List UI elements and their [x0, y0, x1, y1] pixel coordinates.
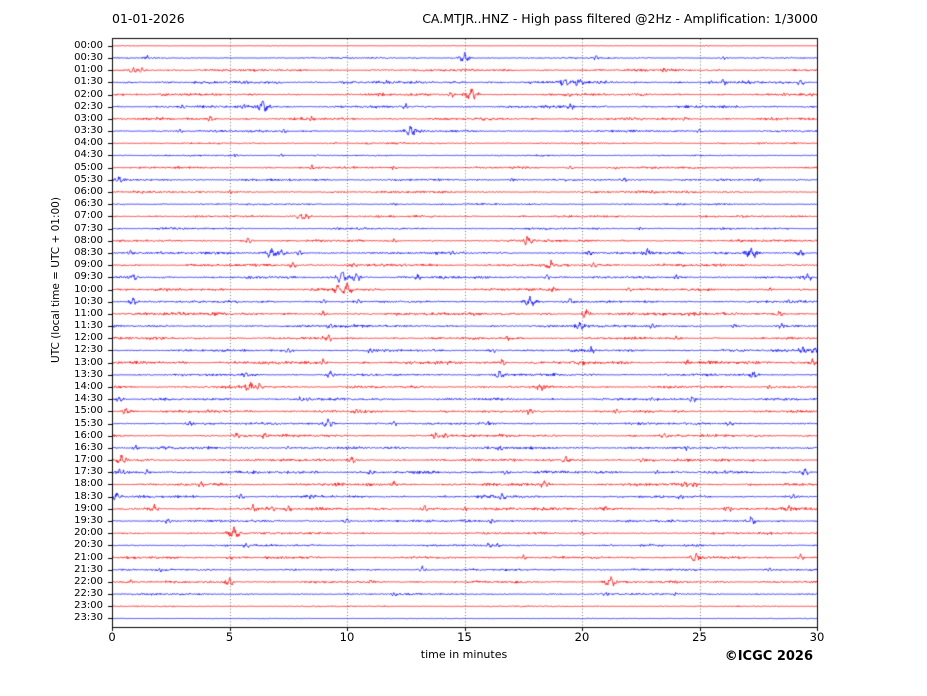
y-tick-label: 11:30 [74, 320, 103, 332]
x-tick-label: 15 [457, 630, 472, 644]
y-tick-label: 10:30 [74, 295, 103, 307]
y-tick-label: 06:30 [74, 198, 103, 210]
y-tick-label: 07:30 [74, 222, 103, 234]
y-tick-label: 03:00 [74, 112, 103, 124]
y-tick-label: 13:30 [74, 368, 103, 380]
y-tick-label: 23:30 [74, 612, 103, 624]
y-tick-label: 08:00 [74, 234, 103, 246]
y-tick-label: 09:30 [74, 271, 103, 283]
y-tick-label: 07:00 [74, 210, 103, 222]
y-tick-label: 23:00 [74, 600, 103, 612]
y-tick-label: 16:30 [74, 441, 103, 453]
y-tick-label: 05:00 [74, 161, 103, 173]
x-tick-label: 25 [692, 630, 707, 644]
y-tick-label: 21:00 [74, 551, 103, 563]
y-tick-label: 02:00 [74, 88, 103, 100]
y-tick-label: 20:30 [74, 539, 103, 551]
y-tick-label: 22:30 [74, 588, 103, 600]
x-tick-label: 10 [339, 630, 355, 644]
x-tick-label: 30 [809, 630, 825, 644]
y-tick-label: 17:00 [74, 454, 103, 466]
y-tick-label: 09:00 [74, 259, 103, 271]
date-label: 01-01-2026 [112, 11, 185, 26]
y-tick-label: 04:30 [74, 149, 103, 161]
y-tick-label: 00:00 [74, 39, 103, 51]
y-tick-label: 00:30 [74, 51, 103, 63]
copyright-label: ©ICGC 2026 [724, 649, 813, 664]
x-tick-label: 5 [225, 630, 234, 644]
y-tick-label: 13:00 [74, 356, 103, 368]
x-tick-label: 0 [108, 630, 116, 644]
y-tick-label: 22:00 [74, 575, 103, 587]
y-tick-label: 14:00 [74, 380, 103, 392]
y-tick-label: 01:30 [74, 76, 103, 88]
y-tick-label: 19:30 [74, 515, 103, 526]
y-tick-label: 04:00 [74, 137, 103, 149]
y-tick-label: 01:00 [74, 64, 103, 76]
y-tick-label: 20:00 [74, 527, 103, 539]
y-tick-label: 03:30 [74, 125, 103, 137]
y-tick-label: 21:30 [74, 563, 103, 575]
y-tick-label: 10:00 [74, 283, 103, 295]
y-tick-label: 06:00 [74, 186, 103, 198]
y-tick-label: 12:00 [74, 332, 103, 344]
y-tick-label: 08:30 [74, 246, 103, 258]
y-tick-label: 19:00 [74, 502, 103, 514]
y-tick-label: 18:30 [74, 490, 103, 502]
y-tick-label: 15:00 [74, 405, 103, 417]
y-tick-label: 15:30 [74, 417, 103, 429]
y-tick-label: 18:00 [74, 478, 103, 490]
y-tick-label: 14:30 [74, 393, 103, 405]
y-tick-label: 16:00 [74, 429, 103, 441]
y-tick-label: 17:30 [74, 466, 103, 478]
x-tick-label: 20 [574, 630, 590, 644]
plot-title: CA.MTJR..HNZ - High pass filtered @2Hz -… [422, 11, 818, 26]
y-tick-label: 05:30 [74, 173, 103, 185]
y-tick-label: 12:30 [74, 344, 103, 356]
y-tick-label: 11:00 [74, 307, 103, 319]
y-tick-label: 02:30 [74, 100, 103, 112]
x-axis-label: time in minutes [420, 648, 508, 661]
